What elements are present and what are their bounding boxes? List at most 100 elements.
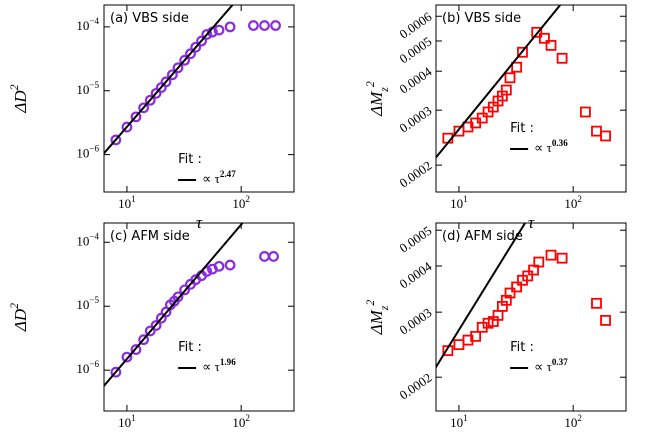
y-tick-label: 0.0003 [397,103,435,136]
legend-label: ∝ τ1.96 [202,357,236,374]
x-tick-label: 101 [450,413,468,430]
data-point [172,291,184,303]
axes-frame [103,222,295,412]
data-point [144,325,156,337]
data-point [511,281,523,293]
y-tick-label: 10−4 [76,16,99,33]
data-point [591,125,602,137]
data-point [185,48,196,60]
data-point [517,46,528,58]
y-tick-label: 10−5 [76,295,99,312]
y-tick-label: 0.0004 [397,64,435,97]
data-point [533,256,545,268]
legend-label: ∝ τ0.37 [534,357,568,374]
y-tick-label: 0.0002 [397,158,435,191]
data-point [539,32,550,44]
data-point [270,20,281,31]
x-axis-label: τ [196,213,203,232]
fit-line [104,223,244,388]
y-tick-label: 10−6 [76,144,99,161]
legend-title: Fit : [178,340,202,355]
data-point [504,72,516,84]
data-point [213,260,225,272]
data-point [150,320,162,331]
data-point [179,284,191,296]
data-point [138,334,150,346]
data-point [556,52,568,64]
data-point [190,41,202,53]
y-tick-label: 0.0004 [397,258,435,291]
data-point [179,54,191,66]
x-tick-label: 102 [564,194,582,211]
x-tick-label: 101 [118,413,136,430]
data-point [213,24,225,36]
panel-label: (c) AFM side [110,229,190,244]
axes-frame [435,4,627,193]
data-point [130,111,142,123]
data-point [453,339,465,351]
data-point [504,287,516,299]
data-point [160,76,172,88]
data-point [121,121,133,133]
data-point [130,344,142,355]
y-axis-label: ΔD2 [7,84,30,113]
data-point [259,20,270,31]
legend-title: Fit : [510,340,534,355]
panel-label: (b) VBS side [442,11,521,26]
x-axis-label: τ [528,432,535,436]
x-tick-label: 102 [232,194,250,211]
y-axis-label: ΔD2 [7,303,30,332]
legend-title: Fit : [510,121,534,136]
legend-label: ∝ τ2.47 [202,169,236,186]
x-tick-label: 102 [564,413,582,430]
y-tick-label: 10−4 [76,231,99,248]
data-point [545,249,557,261]
data-point [500,84,512,96]
data-point [196,35,207,47]
data-point [591,297,602,309]
data-point [110,366,122,378]
fit-line [104,5,234,155]
data-point [259,251,270,262]
x-tick-label: 101 [450,194,468,211]
fit-line [436,5,562,160]
legend-label: ∝ τ0.36 [534,138,568,155]
y-tick-label: 0.0002 [397,370,435,403]
x-tick-label: 102 [232,413,250,430]
data-point [556,252,568,264]
y-tick-label: 0.0003 [397,305,435,338]
y-tick-label: 10−5 [76,80,99,97]
data-point [224,21,236,33]
axes-frame [435,222,627,412]
y-tick-label: 0.0006 [397,9,435,42]
y-tick-label: 0.0005 [397,223,435,256]
axes-frame [103,4,295,193]
x-tick-label: 101 [118,194,136,211]
data-point [531,26,543,38]
x-axis-label: τ [196,432,203,436]
data-point [224,259,236,271]
data-point [600,314,611,326]
data-point [580,106,591,118]
fit-line [436,223,527,369]
data-point [470,330,482,342]
legend-title: Fit : [178,152,202,167]
data-point [476,112,488,124]
data-point [150,87,162,99]
y-axis-label: ΔMz2 [363,300,391,336]
data-point [511,61,523,73]
data-point [144,94,156,106]
data-point [121,351,133,363]
data-point [522,270,534,282]
panel-label: (d) AFM side [442,229,523,244]
data-point [248,20,259,31]
data-point [110,134,122,146]
y-tick-label: 10−6 [76,359,99,376]
data-point [545,39,557,51]
data-point [201,29,213,40]
panel-label: (a) VBS side [110,11,189,26]
data-point [268,251,279,262]
data-point [166,69,178,81]
